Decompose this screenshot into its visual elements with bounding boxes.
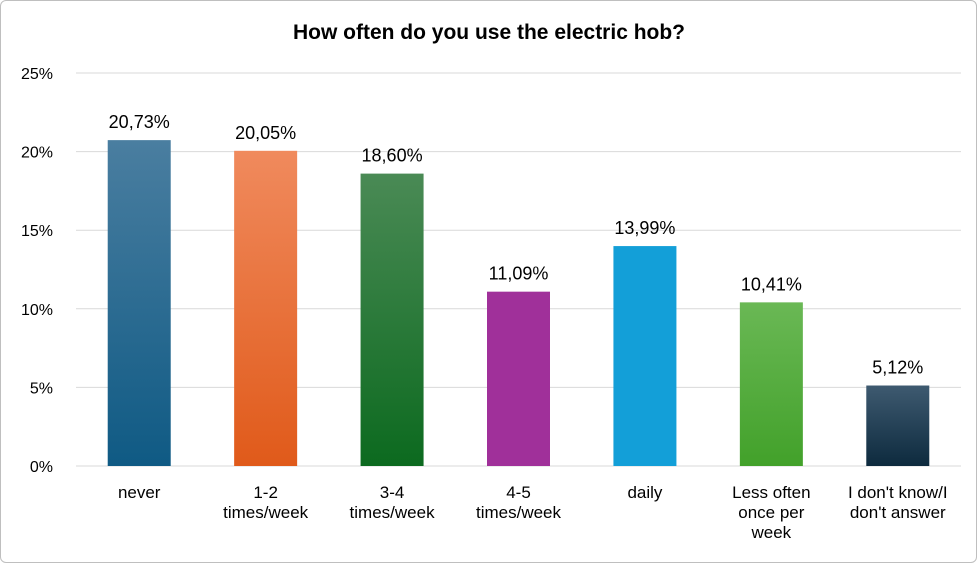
x-category-label: 1-2 times/week [223,483,309,522]
y-tick-label: 20% [21,145,53,162]
bar [866,385,930,466]
x-category-label: 4-5 times/week [476,483,562,522]
data-label: 20,73% [109,112,170,132]
y-tick-label: 25% [21,66,53,83]
y-tick-label: 10% [21,302,53,319]
data-label: 10,41% [741,274,802,294]
y-tick-label: 15% [21,223,53,240]
x-category-label: 3-4 times/week [350,483,436,522]
bars [107,140,930,467]
bar [487,291,550,466]
bar [739,302,803,466]
x-axis-categories: never 1-2 times/week 3-4 times/week 4-5 times/… [118,483,948,542]
data-label: 20,05% [235,123,296,143]
y-tick-label: 5% [30,380,53,397]
data-labels: 20,73% 20,05% 18,60% 11,09% 13,99% 10,41% 5,12… [109,112,924,377]
chart-title: How often do you use the electric hob? [293,21,685,44]
bar [107,140,171,467]
data-label: 18,60% [362,146,423,166]
bar [234,150,298,466]
data-label: 13,99% [614,218,675,238]
y-axis-ticks: 0% 5% 10% 15% 20% 25% [21,66,53,476]
x-category-label: never [118,483,161,502]
data-label: 5,12% [872,358,923,378]
x-category-label: daily [627,483,662,502]
data-label: 11,09% [489,264,549,284]
x-category-label: I don't know/I don't answer [848,483,948,522]
bar [360,173,424,466]
bar [613,246,677,466]
x-category-label: Less often once per week [732,483,810,542]
y-tick-label: 0% [30,459,53,476]
